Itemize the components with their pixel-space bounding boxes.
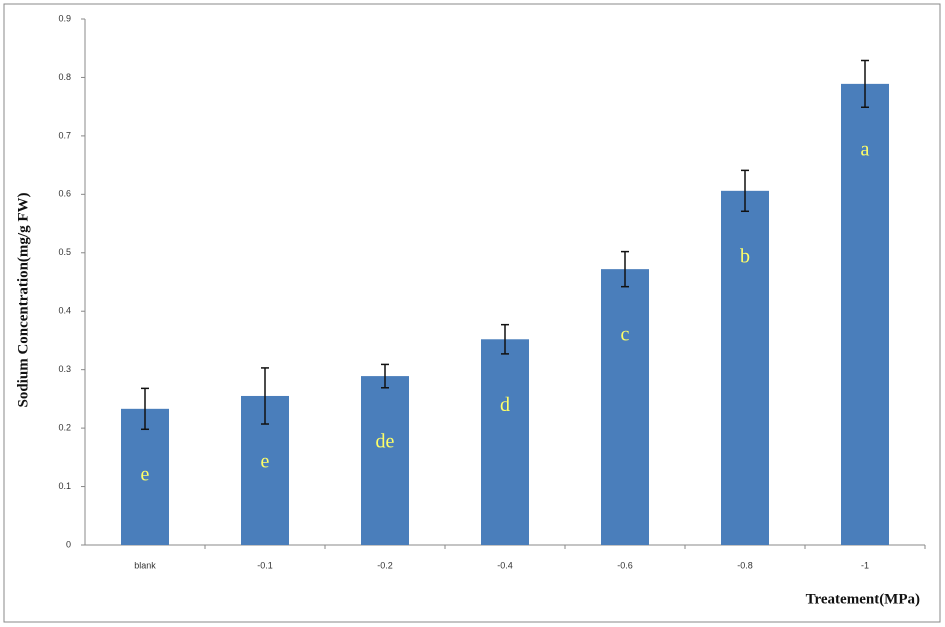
y-tick-label: 0.2: [58, 422, 71, 432]
x-tick-label: -0.2: [377, 560, 393, 570]
y-tick-label: 0.1: [58, 481, 71, 491]
y-axis-title: Sodium Concentration(mg/g FW): [15, 193, 31, 408]
x-tick-label: blank: [134, 560, 156, 570]
significance-letter: a: [861, 138, 870, 160]
y-tick-label: 0.9: [58, 13, 71, 23]
significance-letter: b: [740, 245, 750, 267]
bar: [841, 83, 889, 545]
x-axis-title: Treatement(MPa): [806, 591, 920, 607]
x-tick-label: -0.4: [497, 560, 513, 570]
x-tick-label: -0.1: [257, 560, 273, 570]
x-tick-label: -1: [861, 560, 869, 570]
x-tick-label: -0.8: [737, 560, 753, 570]
y-tick-label: 0: [66, 539, 71, 549]
significance-letter: e: [261, 451, 270, 473]
y-tick-label: 0.3: [58, 364, 71, 374]
significance-letter: e: [141, 463, 150, 485]
y-tick-label: 0.7: [58, 130, 71, 140]
y-tick-label: 0.8: [58, 72, 71, 82]
y-tick-label: 0.5: [58, 247, 71, 257]
bar: [721, 190, 769, 545]
y-tick-label: 0.6: [58, 189, 71, 199]
significance-letter: de: [376, 431, 395, 453]
y-tick-label: 0.4: [58, 306, 71, 316]
bar: [481, 339, 529, 545]
bar: [121, 408, 169, 545]
bar: [361, 376, 409, 545]
bar: [601, 269, 649, 545]
significance-letter: d: [500, 394, 510, 416]
significance-letter: c: [621, 324, 630, 346]
x-tick-label: -0.6: [617, 560, 633, 570]
